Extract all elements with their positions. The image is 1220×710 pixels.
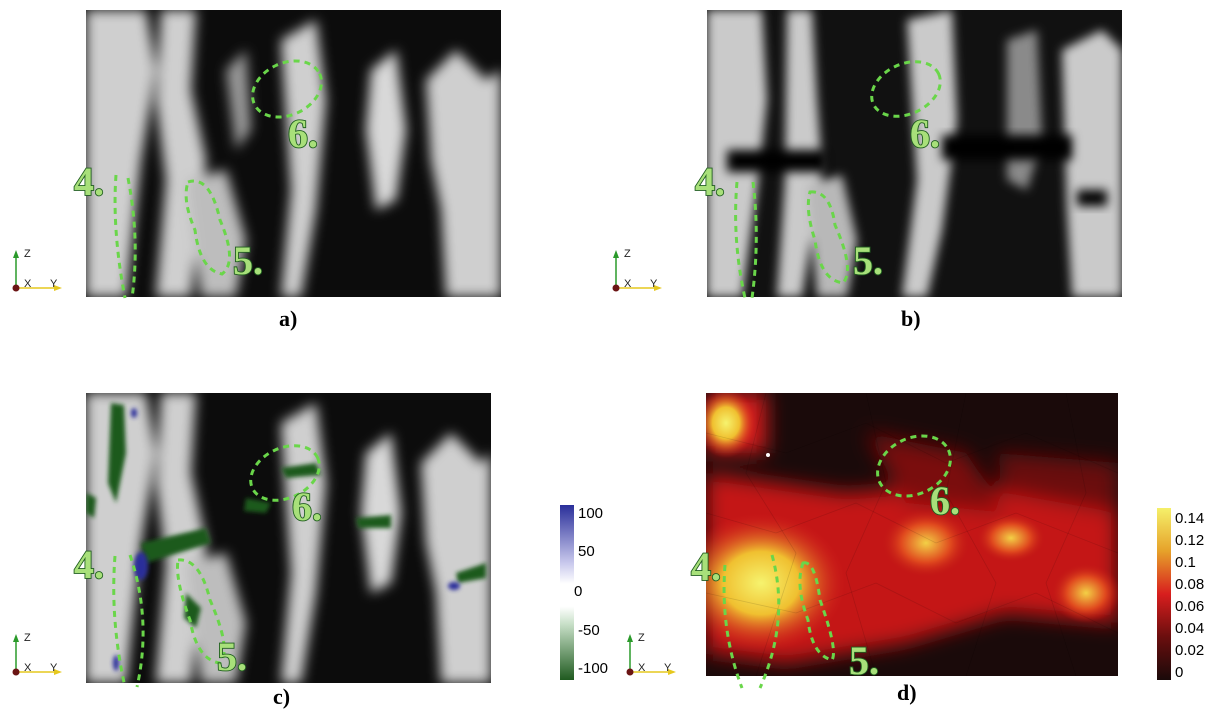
axis-y-label: Y — [664, 662, 671, 674]
caption-d: d) — [897, 680, 917, 706]
caption-a: a) — [279, 306, 297, 332]
colorbar-c-tick-100: 100 — [578, 505, 603, 522]
colorbar-d-tick-01: 0.1 — [1175, 554, 1196, 571]
axis-x-label: X — [24, 278, 31, 290]
caption-b: b) — [901, 306, 921, 332]
axis-z-label: Z — [638, 632, 645, 644]
colorbar-d-tick-014: 0.14 — [1175, 510, 1204, 527]
panel-a-image — [86, 10, 501, 297]
axes-triad-d: Z X Y — [620, 628, 690, 688]
axes-triad-a: Z X Y — [6, 244, 76, 304]
colorbar-d-tick-008: 0.08 — [1175, 576, 1204, 593]
colorbar-d-tick-006: 0.06 — [1175, 598, 1204, 615]
caption-c: c) — [273, 684, 290, 710]
axis-z-label: Z — [624, 248, 631, 260]
axis-z-label: Z — [24, 632, 31, 644]
axes-triad-c: Z X Y — [6, 628, 76, 688]
panel-d-heatmap — [706, 393, 1118, 676]
colorbar-c-tick-0: 0 — [574, 583, 582, 600]
axis-x-label: X — [638, 662, 645, 674]
colorbar-d-tick-0: 0 — [1175, 664, 1183, 681]
colorbar-c — [560, 505, 574, 680]
panel-b-image — [707, 10, 1122, 297]
colorbar-c-tick--100: -100 — [578, 660, 608, 677]
colorbar-d — [1157, 508, 1171, 680]
axis-y-label: Y — [650, 278, 657, 290]
panel-c-image — [86, 393, 491, 683]
colorbar-c-tick--50: -50 — [578, 622, 600, 639]
axis-x-label: X — [24, 662, 31, 674]
colorbar-d-tick-004: 0.04 — [1175, 620, 1204, 637]
axes-triad-b: Z X Y — [606, 244, 676, 304]
axis-y-label: Y — [50, 662, 57, 674]
colorbar-d-tick-002: 0.02 — [1175, 642, 1204, 659]
colorbar-d-tick-012: 0.12 — [1175, 532, 1204, 549]
axis-x-label: X — [624, 278, 631, 290]
colorbar-c-tick-50: 50 — [578, 543, 595, 560]
axis-y-label: Y — [50, 278, 57, 290]
axis-z-label: Z — [24, 248, 31, 260]
